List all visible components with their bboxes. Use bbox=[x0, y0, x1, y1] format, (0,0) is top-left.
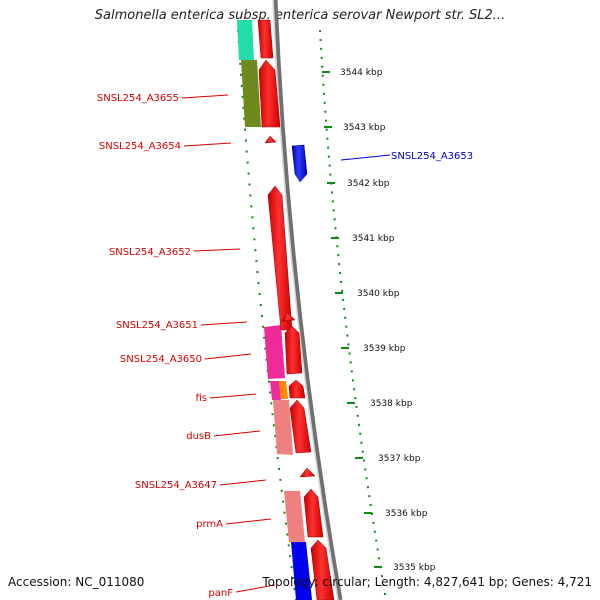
cog-block-blue bbox=[291, 542, 312, 600]
gene-arrow-fis bbox=[288, 379, 306, 399]
gene-arrow-prmA bbox=[303, 488, 324, 538]
cog-block-orange bbox=[279, 381, 288, 399]
gene-label-a3647: SNSL254_A3647 bbox=[135, 480, 217, 491]
leader-a3647 bbox=[219, 479, 267, 486]
gene-arrow-a3655 bbox=[258, 59, 281, 128]
gene-arrow-a3652 bbox=[267, 185, 293, 331]
gene-label-a3654: SNSL254_A3654 bbox=[99, 141, 181, 152]
gene-arrow-a3653 bbox=[291, 144, 308, 183]
gene-label-a3650: SNSL254_A3650 bbox=[120, 354, 202, 365]
tick-label-3536: 3536 kbp bbox=[385, 509, 428, 519]
leader-a3655 bbox=[181, 94, 229, 99]
leader-a3651 bbox=[200, 321, 248, 326]
tick-label-3537: 3537 kbp bbox=[378, 454, 421, 464]
map-title: Salmonella enterica subsp. enterica sero… bbox=[94, 8, 506, 23]
tick-label-3542: 3542 kbp bbox=[347, 179, 390, 189]
tick-label-3541: 3541 kbp bbox=[352, 234, 395, 244]
gene-label-a3655: SNSL254_A3655 bbox=[97, 93, 179, 104]
cog-block-teal bbox=[237, 20, 254, 60]
leader-a3654 bbox=[183, 142, 232, 147]
gene-arrow-a3654 bbox=[264, 135, 277, 144]
gene-label-panF: panF bbox=[208, 588, 233, 599]
topology-text: Topology: circular; Length: 4,827,641 bp… bbox=[262, 575, 592, 589]
leader-dusB bbox=[213, 430, 261, 437]
tick-label-3535: 3535 kbp bbox=[393, 563, 436, 573]
leader-a3652 bbox=[193, 248, 241, 252]
tick-label-3540: 3540 kbp bbox=[357, 289, 400, 299]
tick-label-3543: 3543 kbp bbox=[343, 123, 386, 133]
backbone-light bbox=[272, 0, 339, 600]
leader-a3653 bbox=[340, 154, 391, 161]
gene-label-a3651: SNSL254_A3651 bbox=[116, 320, 198, 331]
cog-block-pink bbox=[270, 381, 281, 400]
tick-ring bbox=[319, 29, 387, 600]
tick-label-3538: 3538 kbp bbox=[370, 399, 413, 409]
gene-arrow-a3647 bbox=[299, 467, 316, 478]
gene-label-a3652: SNSL254_A3652 bbox=[109, 247, 191, 258]
gene-label-prmA: prmA bbox=[196, 519, 223, 530]
gene-arrow-a3650 bbox=[284, 325, 303, 375]
backbone-dark bbox=[272, 0, 343, 600]
cog-block-magenta bbox=[264, 325, 285, 379]
gene-arrow-panF bbox=[310, 539, 335, 600]
cog-block-salmon-1 bbox=[273, 400, 293, 455]
tick-label-3544: 3544 kbp bbox=[340, 68, 383, 78]
tick-label-3539: 3539 kbp bbox=[363, 344, 406, 354]
gene-label-a3653: SNSL254_A3653 bbox=[391, 151, 473, 162]
leader-panF bbox=[235, 584, 276, 593]
gene-arrow-a3651 bbox=[281, 311, 296, 322]
leader-prmA bbox=[225, 518, 272, 525]
gene-label-dusB: dusB bbox=[186, 431, 211, 442]
cog-block-salmon-2 bbox=[284, 491, 305, 542]
leader-a3650 bbox=[204, 353, 252, 360]
gene-arrow-dusB bbox=[289, 399, 312, 454]
gene-label-fis: fis bbox=[195, 393, 207, 404]
accession-text: Accession: NC_011080 bbox=[8, 575, 145, 589]
cog-block-olive bbox=[241, 60, 261, 127]
gene-arrow-top bbox=[257, 19, 274, 59]
leader-fis bbox=[209, 393, 257, 399]
